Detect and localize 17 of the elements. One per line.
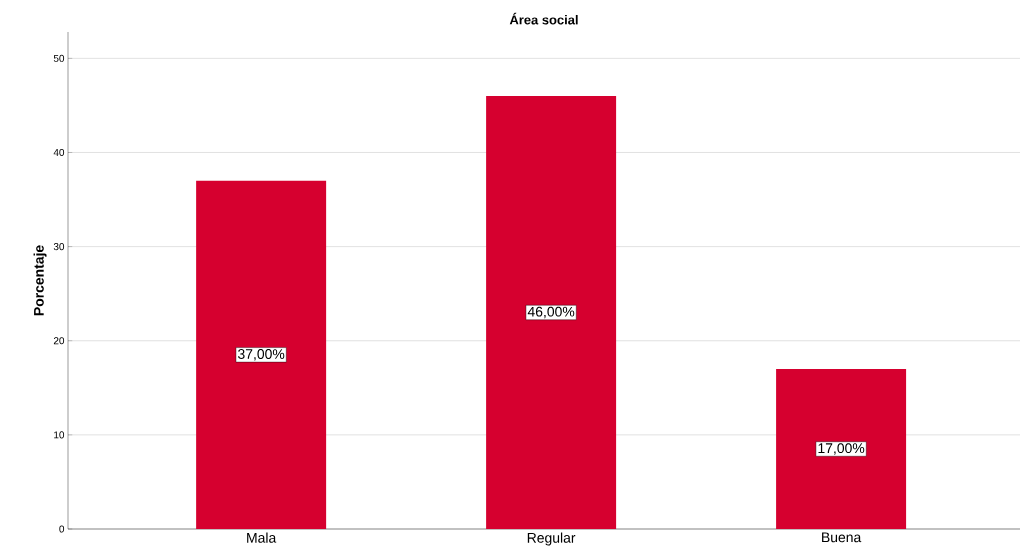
bar	[486, 96, 617, 529]
y-tick-label: 0	[59, 525, 65, 533]
chart-title: Área social	[509, 12, 578, 25]
y-tick-label: 50	[53, 54, 65, 62]
y-tick-label: 20	[53, 337, 65, 345]
data-label: 46,00%	[527, 306, 575, 319]
y-tick-label: 30	[53, 243, 65, 251]
y-axis-title: Porcentaje	[33, 245, 47, 316]
x-tick-label: Mala	[247, 532, 277, 543]
data-label: 17,00%	[818, 443, 865, 455]
data-label: 37,00%	[238, 349, 285, 361]
x-tick-label: Regular	[527, 532, 576, 546]
y-tick-label: 10	[54, 431, 65, 439]
y-tick-label: 40	[53, 148, 65, 156]
x-tick-label: Buena	[822, 532, 862, 543]
bar	[196, 180, 327, 529]
bar	[776, 368, 907, 529]
